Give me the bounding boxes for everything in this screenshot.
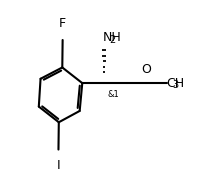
Text: NH: NH <box>102 31 121 44</box>
Text: CH: CH <box>166 77 184 90</box>
Text: F: F <box>59 17 66 30</box>
Text: O: O <box>141 63 151 76</box>
Text: I: I <box>57 159 60 172</box>
Text: 2: 2 <box>109 35 115 45</box>
Text: &1: &1 <box>108 90 119 99</box>
Text: 3: 3 <box>172 79 178 90</box>
